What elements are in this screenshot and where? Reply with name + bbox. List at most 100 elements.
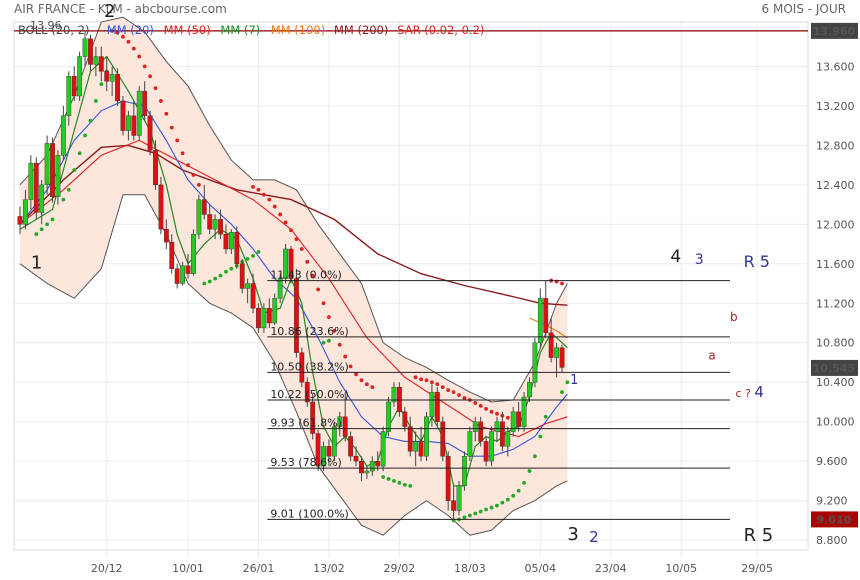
fib-label-0: 11.43 (0.0%) [270, 269, 342, 282]
candle-body-72 [407, 426, 413, 452]
value-badges: 13.960 10.545 9.010 [811, 22, 858, 528]
candle-body-91 [510, 411, 516, 432]
fib-label-4: 9.93 (61.8%) [270, 417, 342, 430]
candle-body-11 [77, 56, 83, 97]
candle-body-78 [440, 421, 446, 457]
sar-dot-below-37 [478, 509, 483, 514]
candle-body-60 [342, 416, 348, 437]
sar-dot-above-5 [137, 54, 142, 59]
sar-dot-below-25 [327, 338, 331, 343]
sar-dot-below-30 [402, 482, 407, 487]
sar-dot-above-27 [305, 259, 310, 264]
sar-dot-below-48 [538, 434, 543, 439]
candle-body-12 [82, 38, 88, 57]
candle-body-65 [369, 460, 375, 472]
sar-dot-below-27 [386, 477, 391, 481]
candle-body-81 [456, 485, 462, 511]
fib-label-5: 9.53 (78.6%) [270, 456, 342, 469]
sar-dot-above-42 [424, 378, 429, 383]
ma-line-mm200 [19, 144, 568, 306]
candle-body-21 [131, 115, 137, 136]
candle-body-63 [359, 460, 364, 474]
sar-dot-below-17 [224, 269, 228, 274]
sar-dot-above-62 [560, 281, 564, 286]
candle-body-27 [163, 229, 169, 243]
candle-body-79 [445, 456, 451, 501]
y-tick-9: 10.400 [816, 376, 855, 389]
sar-dot-below-22 [251, 253, 255, 258]
wave-label-12: R 5 [744, 525, 774, 546]
candle-body-83 [467, 431, 473, 457]
candle-body-55 [315, 433, 321, 467]
wave-label-3: 3 [695, 252, 704, 268]
chart-period: 6 MOIS - JOUR [762, 2, 846, 16]
sar-dot-below-34 [462, 515, 467, 520]
legend: BOLL (20, 2) MM (20) MM (50) MM (7) MM (100)… [18, 23, 484, 37]
candle-body-44 [256, 308, 261, 329]
sar-dot-below-29 [397, 480, 402, 485]
sar-dot-below-5 [66, 187, 71, 192]
value-badge-label-0: 13.960 [813, 25, 856, 38]
fibonacci-retracements: 11.43 (0.0%) 10.86 (23.6%) 10.50 (38.2%) 10… [267, 269, 731, 520]
legend-item-0: BOLL (20, 2) [18, 23, 89, 37]
parabolic-sar [34, 28, 570, 523]
sar-dot-above-13 [180, 151, 185, 156]
sar-dot-above-6 [142, 64, 147, 69]
candle-body-92 [516, 411, 522, 427]
sar-dot-above-20 [267, 197, 272, 202]
sar-dot-below-40 [495, 503, 499, 508]
candle-body-76 [429, 391, 435, 417]
y-tick-10: 10.000 [816, 416, 855, 429]
value-badge-box-2 [811, 511, 858, 528]
sar-dot-above-8 [153, 86, 158, 91]
candle-body-6 [50, 143, 55, 197]
candle-body-69 [391, 386, 397, 403]
candle-body-57 [326, 446, 332, 457]
x-tick-0: 20/12 [91, 562, 123, 575]
candle-body-71 [402, 411, 408, 427]
sar-dot-below-38 [484, 507, 489, 512]
candle-body-86 [483, 441, 489, 462]
sar-dot-below-1 [39, 227, 44, 232]
sar-dot-above-49 [462, 396, 467, 400]
sar-dot-below-4 [61, 197, 66, 202]
candle-body-84 [472, 421, 478, 432]
candle-body-22 [136, 90, 142, 136]
sar-dot-above-39 [370, 385, 375, 390]
sar-dot-below-14 [207, 279, 212, 284]
sar-dot-above-33 [337, 342, 342, 347]
sar-dot-above-2 [121, 34, 125, 39]
sar-dot-above-28 [310, 273, 315, 278]
x-tick-6: 05/04 [524, 562, 556, 575]
sar-dot-above-16 [196, 182, 201, 187]
sar-dot-above-31 [327, 315, 331, 319]
sar-dot-below-36 [473, 511, 478, 516]
candle-body-17 [109, 74, 115, 82]
x-axis: 20/12 10/01 26/01 13/02 29/02 18/03 05/04 23/04… [91, 562, 773, 575]
sar-dot-above-51 [473, 401, 478, 405]
wave-label-4: R 5 [744, 252, 770, 271]
sar-dot-above-37 [359, 378, 364, 383]
candle-body-32 [191, 233, 196, 274]
candle-body-94 [527, 382, 532, 398]
candle-body-50 [288, 248, 294, 279]
resistance-label: 13.96 [30, 19, 62, 32]
candle-body-75 [424, 416, 429, 457]
y-tick-13: 8.800 [816, 534, 848, 547]
candle-body-90 [505, 431, 511, 447]
candle-body-73 [413, 441, 419, 452]
sar-dot-below-49 [543, 414, 548, 419]
x-tick-2: 26/01 [243, 562, 275, 575]
wave-label-8: 4 [754, 383, 764, 401]
sar-dot-above-36 [354, 372, 358, 377]
candle-body-24 [147, 115, 153, 151]
sar-dot-below-31 [408, 483, 413, 488]
sar-dot-above-40 [413, 375, 418, 380]
sar-dot-below-18 [229, 266, 234, 271]
sar-dot-above-14 [186, 163, 190, 168]
y-tick-1: 13.600 [816, 60, 855, 73]
y-tick-6: 11.600 [816, 258, 855, 271]
sar-dot-above-25 [294, 237, 299, 242]
sar-dot-above-9 [159, 99, 163, 103]
candle-body-18 [115, 74, 120, 102]
